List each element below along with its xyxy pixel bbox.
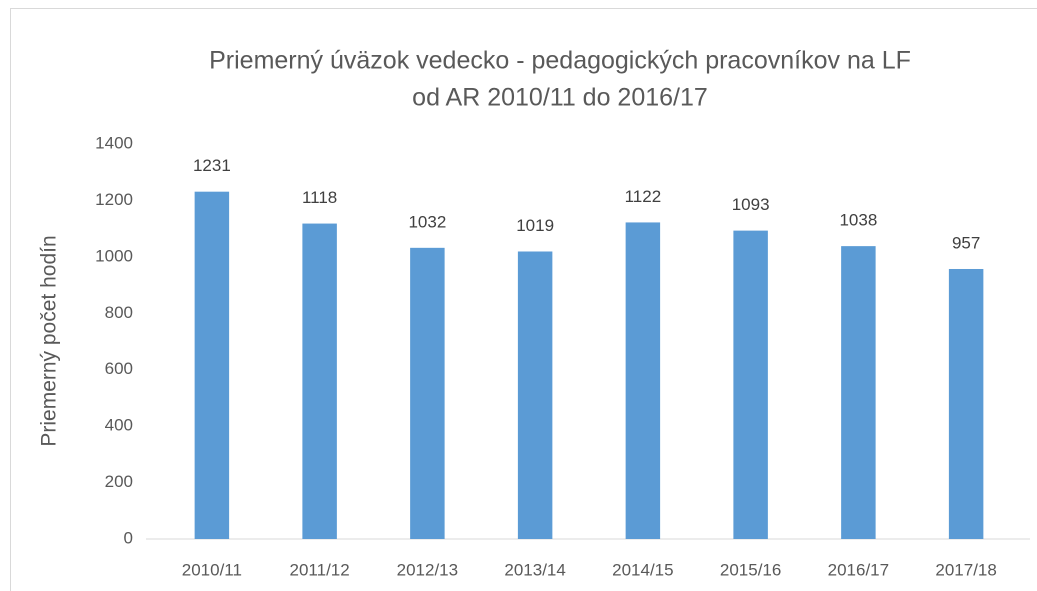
chart-title: Priemerný úväzok vedecko - pedagogických… [209, 47, 911, 75]
y-tick-label: 1200 [95, 190, 133, 209]
data-label: 1118 [302, 188, 337, 207]
bar [410, 247, 445, 540]
bar [733, 230, 768, 539]
y-axis-title: Priemerný počet hodín [38, 235, 61, 446]
chart-frame [10, 8, 1037, 591]
data-label: 1093 [732, 195, 770, 214]
x-tick-label: 2016/17 [828, 560, 889, 579]
y-tick-label: 800 [105, 303, 133, 322]
x-tick-label: 2015/16 [720, 560, 781, 579]
x-tick-label: 2011/12 [290, 560, 350, 579]
data-label: 1032 [408, 212, 446, 231]
bar [517, 251, 553, 539]
bar [841, 246, 876, 539]
x-tick-label: 2017/18 [935, 560, 996, 579]
chart-title: od AR 2010/11 do 2016/17 [412, 84, 708, 112]
y-tick-label: 400 [105, 416, 133, 435]
x-tick-label: 2010/11 [182, 560, 242, 579]
data-label: 1038 [839, 211, 877, 230]
data-label: 1019 [516, 216, 554, 235]
data-label: 1231 [193, 156, 231, 175]
y-tick-label: 0 [124, 528, 133, 547]
bar [302, 223, 337, 540]
x-tick-label: 2012/13 [397, 560, 458, 579]
y-tick-label: 1400 [95, 133, 133, 152]
y-tick-label: 1000 [95, 246, 133, 265]
bar [194, 191, 230, 540]
y-tick-label: 600 [105, 359, 133, 378]
bar [625, 222, 661, 539]
data-label: 957 [952, 233, 980, 252]
y-tick-label: 200 [105, 472, 133, 491]
bar [948, 268, 984, 539]
x-tick-label: 2014/15 [612, 560, 673, 579]
x-tick-label: 2013/14 [504, 560, 565, 579]
data-label: 1122 [625, 187, 662, 206]
